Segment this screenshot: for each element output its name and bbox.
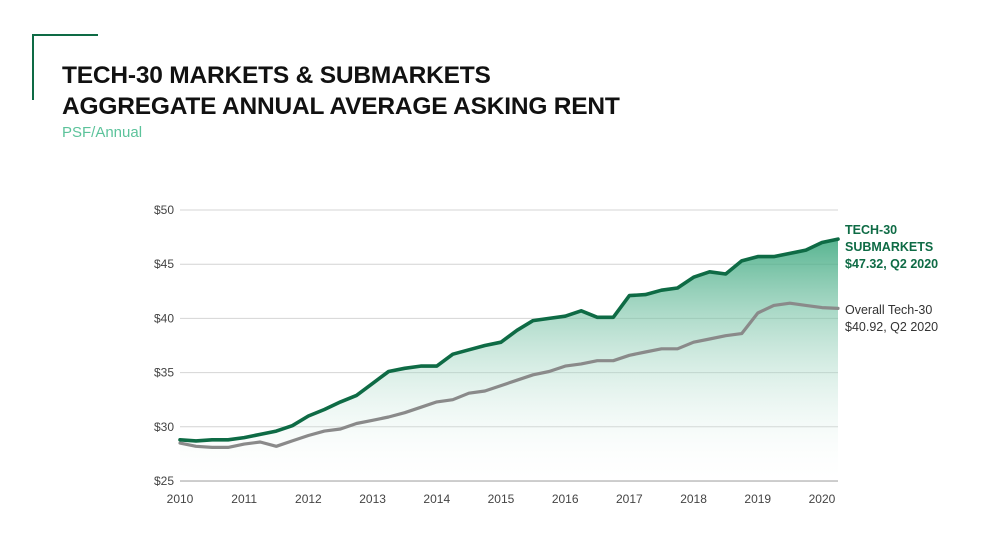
chart-subtitle: PSF/Annual xyxy=(62,124,143,141)
series-label-submarkets: $47.32, Q2 2020 xyxy=(845,257,938,271)
x-tick-label: 2015 xyxy=(488,492,515,506)
series-lines xyxy=(178,237,840,449)
series-line-overall-tech-30 xyxy=(178,301,840,449)
series-label-overall: $40.92, Q2 2020 xyxy=(845,320,938,334)
x-tick-label: 2016 xyxy=(552,492,579,506)
x-tick-label: 2013 xyxy=(359,492,386,506)
series-labels: TECH-30 SUBMARKETS $47.32, Q2 2020 Overall … xyxy=(845,223,938,334)
y-tick-label: $50 xyxy=(154,203,174,217)
x-tick-label: 2020 xyxy=(809,492,836,506)
axis-ticks: $25 $30 $35 $40 $45 $50 2010 2011 2012 2013 2014 20… xyxy=(154,203,836,506)
area-fill xyxy=(180,239,838,481)
y-tick-label: $35 xyxy=(154,366,174,380)
x-tick-label: 2019 xyxy=(744,492,771,506)
y-tick-label: $25 xyxy=(154,474,174,488)
x-tick-label: 2011 xyxy=(231,492,257,506)
series-label-submarkets: TECH-30 xyxy=(845,223,897,237)
chart-title-line2: AGGREGATE ANNUAL AVERAGE ASKING RENT xyxy=(62,93,620,120)
x-tick-label: 2012 xyxy=(295,492,322,506)
x-tick-label: 2018 xyxy=(680,492,707,506)
x-tick-label: 2014 xyxy=(423,492,450,506)
chart-title-line1: TECH-30 MARKETS & SUBMARKETS xyxy=(62,62,491,89)
y-tick-label: $40 xyxy=(154,311,174,325)
x-tick-label: 2010 xyxy=(167,492,194,506)
submarkets-area-fill xyxy=(180,239,838,481)
series-label-overall: Overall Tech-30 xyxy=(845,303,932,317)
corner-bracket-decoration xyxy=(32,34,98,100)
y-tick-label: $45 xyxy=(154,257,174,271)
series-line-tech-30-submarkets xyxy=(178,237,840,443)
y-tick-label: $30 xyxy=(154,420,174,434)
x-tick-label: 2017 xyxy=(616,492,643,506)
series-label-submarkets: SUBMARKETS xyxy=(845,240,933,254)
